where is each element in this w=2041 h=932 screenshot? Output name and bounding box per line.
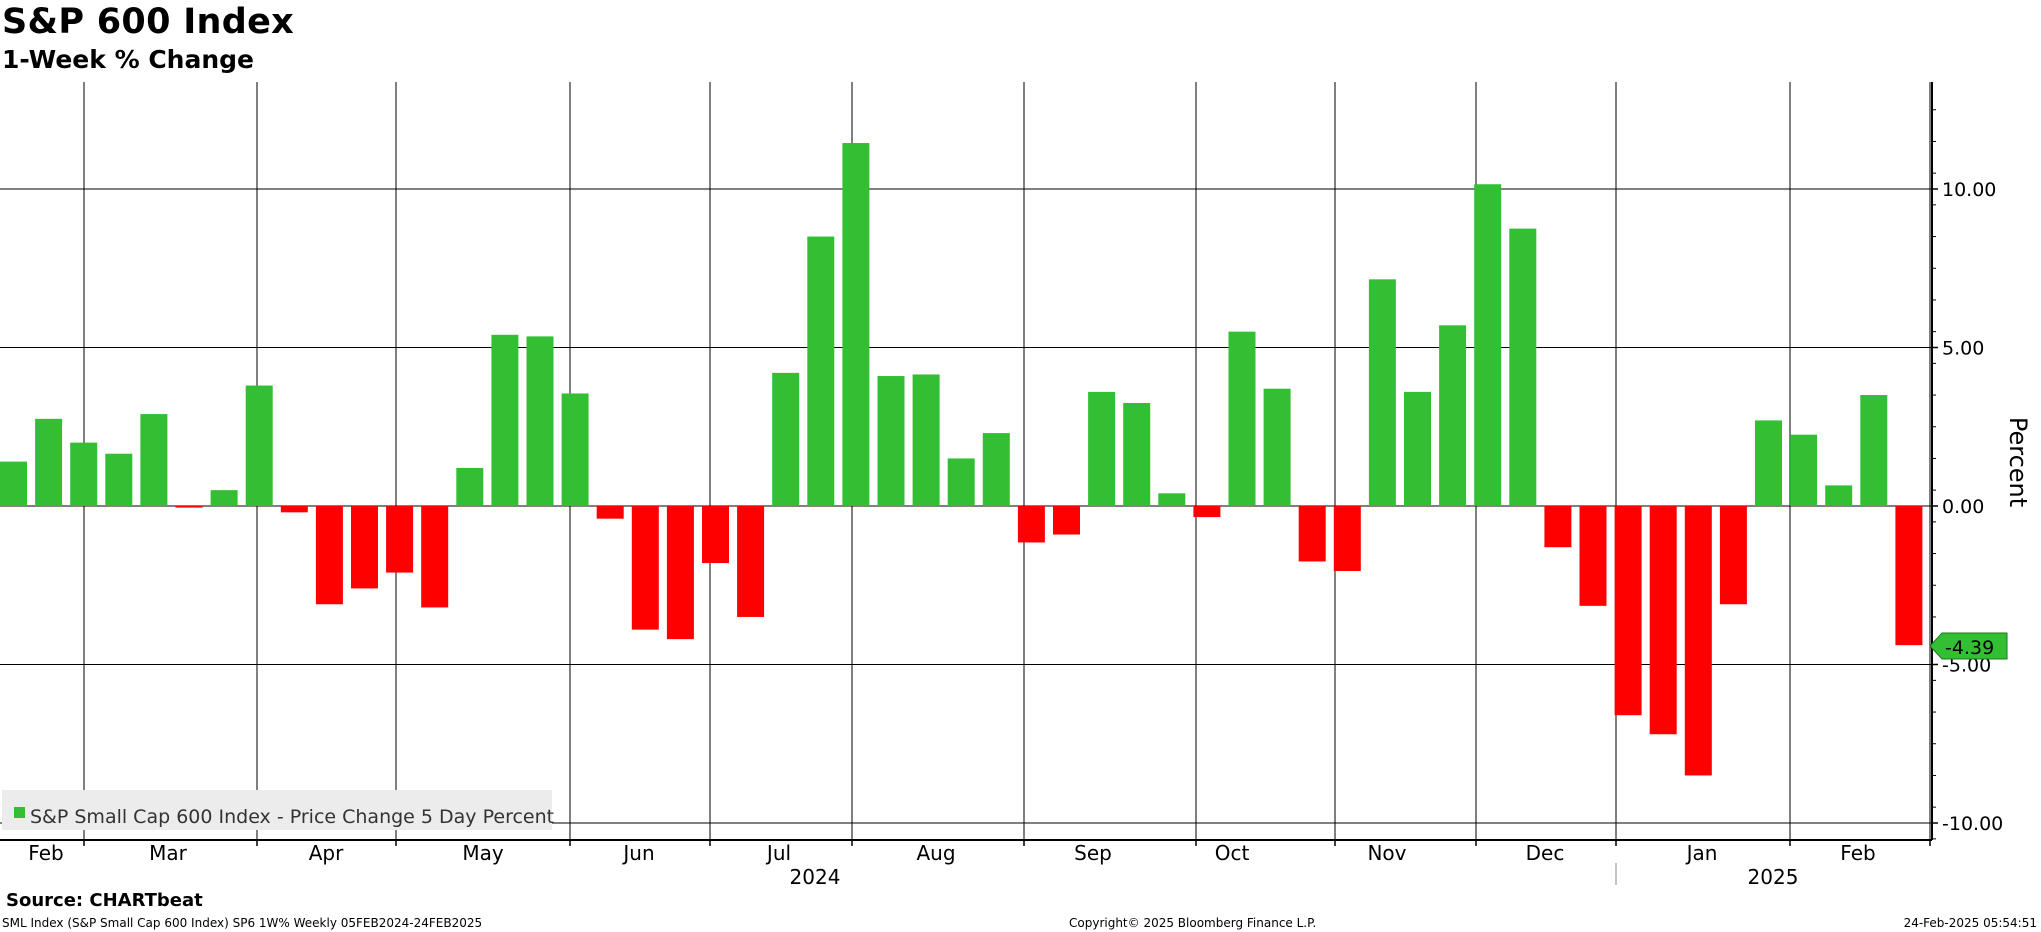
y-tick-label: 5.00 — [1942, 338, 1984, 360]
bar — [947, 458, 975, 506]
x-year-label: 2024 — [790, 865, 841, 885]
bar — [1509, 228, 1537, 506]
copyright-notice: Copyright© 2025 Bloomberg Finance L.P. — [1069, 916, 1317, 930]
x-month-label: Apr — [309, 841, 344, 865]
x-month-label: Nov — [1367, 841, 1406, 865]
x-axis: Feb Mar Apr May Jun Jul Aug Sep Oct Nov Dec Jan Feb 2… — [0, 839, 1932, 885]
last-value-marker: -4.39 — [1929, 632, 2008, 660]
x-month-label: Dec — [1526, 841, 1565, 865]
bar — [1684, 506, 1712, 776]
y-tick-label: -10.00 — [1942, 813, 2003, 835]
legend-swatch — [14, 807, 25, 818]
legend: S&P Small Cap 600 Index - Price Change 5… — [2, 790, 554, 830]
bar — [1088, 391, 1116, 506]
bar — [666, 506, 694, 640]
chart-area: 10.00 5.00 0.00 -5.00 -10.00 Feb Mar Apr May Jun… — [0, 82, 2032, 885]
bar — [737, 506, 765, 617]
bar — [1719, 506, 1747, 605]
chart-subtitle: 1-Week % Change — [2, 45, 254, 74]
bar — [1825, 485, 1853, 506]
bar — [982, 433, 1010, 506]
bar — [245, 385, 273, 506]
bar — [1790, 434, 1818, 506]
source-label: Source: CHARTbeat — [6, 890, 203, 911]
bar — [1053, 506, 1080, 535]
y-axis-title: Percent — [2004, 417, 2032, 507]
x-month-label: Mar — [149, 841, 188, 865]
bar — [210, 490, 238, 506]
bar — [1263, 388, 1291, 506]
bar — [421, 506, 449, 608]
x-year-label: 2025 — [1748, 865, 1799, 885]
legend-label: S&P Small Cap 600 Index - Price Change 5… — [30, 806, 554, 828]
bar — [1193, 506, 1221, 518]
x-month-label: Oct — [1215, 841, 1250, 865]
last-value-label: -4.39 — [1945, 637, 1994, 659]
x-month-label: Jun — [621, 841, 654, 865]
y-axis: 10.00 5.00 0.00 -5.00 -10.00 — [1931, 82, 2003, 840]
bar — [1228, 331, 1256, 506]
bar — [1017, 506, 1045, 543]
bar — [140, 414, 168, 506]
bar — [491, 334, 519, 506]
bar — [315, 506, 343, 605]
bar — [772, 372, 800, 506]
bar — [702, 506, 729, 564]
bar — [807, 236, 835, 507]
bar — [175, 506, 203, 508]
bar — [1544, 506, 1572, 548]
x-month-label: Jul — [765, 841, 791, 865]
y-tick-label: -5.00 — [1942, 655, 1991, 677]
bar — [280, 506, 308, 513]
legend-box — [2, 790, 552, 830]
bar — [596, 506, 624, 519]
x-month-label: May — [462, 841, 504, 865]
bar — [1474, 184, 1502, 506]
bar — [1614, 506, 1642, 716]
bar — [877, 376, 905, 506]
bar — [631, 506, 659, 630]
index-description: SML Index (S&P Small Cap 600 Index) SP6 … — [2, 916, 483, 930]
bar-series — [0, 143, 1923, 776]
bar — [1649, 506, 1677, 735]
bar — [105, 453, 133, 506]
bar — [1158, 493, 1186, 506]
bar — [561, 393, 589, 506]
bar — [1755, 420, 1782, 506]
x-month-label: Feb — [28, 841, 63, 865]
bar — [456, 467, 484, 506]
bar — [386, 506, 414, 573]
y-tick-label: 10.00 — [1942, 179, 1996, 201]
bar — [912, 374, 940, 506]
bar — [1333, 506, 1361, 571]
x-month-label: Feb — [1840, 841, 1875, 865]
bar — [1404, 391, 1431, 506]
x-month-label: Jan — [1685, 841, 1718, 865]
x-month-label: Sep — [1074, 841, 1112, 865]
bar — [1298, 506, 1326, 562]
bar — [1895, 506, 1923, 646]
bar — [35, 418, 63, 506]
timestamp: 24-Feb-2025 05:54:51 — [1903, 916, 2037, 930]
bar — [842, 143, 870, 506]
x-month-label: Aug — [916, 841, 955, 865]
bar — [526, 336, 554, 506]
bar — [1368, 279, 1396, 506]
bar — [1860, 395, 1888, 506]
bar — [0, 461, 27, 506]
bar — [351, 506, 378, 589]
bar — [70, 442, 98, 506]
bar — [1439, 325, 1467, 506]
chart-title: S&P 600 Index — [2, 2, 295, 42]
y-tick-label: 0.00 — [1942, 496, 1984, 518]
last-value-tag — [1929, 632, 2008, 660]
bar — [1579, 506, 1607, 606]
bar — [1123, 402, 1151, 506]
